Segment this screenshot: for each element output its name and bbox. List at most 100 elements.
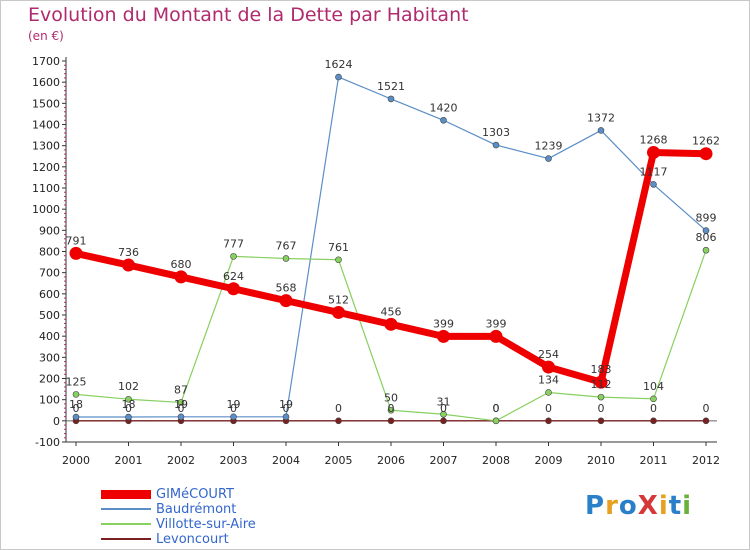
y-tick-label: 500 <box>39 309 60 322</box>
data-point <box>69 246 83 260</box>
data-label: 1521 <box>377 80 405 93</box>
logo-letter: r <box>605 491 619 521</box>
data-label: 112 <box>591 378 612 391</box>
logo-letter: t <box>668 491 683 521</box>
logo-letter: i <box>682 491 693 521</box>
data-label: 0 <box>388 402 395 415</box>
data-label: 456 <box>381 305 402 318</box>
data-label: 134 <box>538 373 559 386</box>
data-point <box>702 227 710 234</box>
data-label: 791 <box>66 234 87 247</box>
legend-swatch <box>101 538 151 540</box>
data-point <box>384 317 398 331</box>
data-point <box>492 141 500 149</box>
data-point <box>702 417 710 425</box>
y-tick-label: -100 <box>35 436 60 449</box>
data-label: 19 <box>227 398 241 411</box>
y-tick-label: 1600 <box>32 76 60 89</box>
logo-letter: i <box>658 491 669 521</box>
data-label: 0 <box>598 402 605 415</box>
data-label: 806 <box>696 231 717 244</box>
data-point <box>282 413 290 421</box>
legend-label: Baudrémont <box>156 502 237 517</box>
y-tick-label: 1400 <box>32 119 60 132</box>
x-tick-label: 2003 <box>220 454 248 467</box>
data-label: 736 <box>118 246 139 259</box>
logo-letter: X <box>637 491 659 521</box>
data-label: 1303 <box>482 126 510 139</box>
data-label: 0 <box>125 402 132 415</box>
data-point <box>177 413 185 421</box>
data-point <box>545 155 552 162</box>
y-tick-label: 1200 <box>32 161 60 174</box>
y-tick-label: 100 <box>39 394 60 407</box>
data-point <box>440 410 447 418</box>
x-tick-label: 2002 <box>167 454 195 467</box>
data-label: 0 <box>650 402 657 415</box>
data-point <box>335 73 342 81</box>
data-point <box>492 417 500 425</box>
data-label: 31 <box>437 395 451 408</box>
data-label: 183 <box>591 363 612 376</box>
legend-label: GIMéCOURT <box>156 487 234 502</box>
data-label: 0 <box>73 402 80 415</box>
data-point <box>650 395 657 403</box>
legend-item: GIMéCOURT <box>101 487 301 502</box>
data-point <box>335 256 342 264</box>
data-point <box>125 395 132 403</box>
data-label: 0 <box>493 402 500 415</box>
data-point <box>230 253 237 260</box>
data-label: 0 <box>545 402 552 415</box>
data-point <box>335 417 342 425</box>
data-point <box>72 413 80 421</box>
y-tick-label: 1000 <box>32 203 60 216</box>
data-label: 512 <box>328 293 349 306</box>
y-tick-label: 900 <box>39 224 60 237</box>
data-label: 899 <box>696 212 717 225</box>
data-point <box>597 393 605 401</box>
y-tick-label: 400 <box>39 330 60 343</box>
data-label: 1268 <box>640 133 668 146</box>
data-point <box>597 127 605 134</box>
legend-label: Levoncourt <box>156 532 229 547</box>
x-tick-label: 2004 <box>272 454 300 467</box>
data-label: 18 <box>69 398 83 411</box>
x-tick-label: 2008 <box>482 454 510 467</box>
x-tick-label: 2001 <box>115 454 143 467</box>
data-point <box>332 305 345 319</box>
legend-item: Levoncourt <box>101 532 301 547</box>
data-label: 1262 <box>692 135 720 148</box>
proxiti-logo: ProXiti <box>585 491 692 521</box>
data-point <box>125 413 132 421</box>
series-line-1 <box>76 76 707 418</box>
data-label: 1239 <box>535 140 563 153</box>
legend-swatch <box>101 523 151 525</box>
data-point <box>647 145 660 159</box>
data-label: 1420 <box>430 101 458 114</box>
logo-letter: o <box>618 491 638 521</box>
data-label: 0 <box>493 402 500 415</box>
y-tick-label: 1100 <box>32 182 60 195</box>
y-tick-label: 1500 <box>32 97 60 110</box>
legend-swatch <box>101 489 151 499</box>
x-tick-label: 2011 <box>640 454 668 467</box>
data-point <box>542 360 555 374</box>
data-point <box>545 417 552 425</box>
data-label: 767 <box>276 239 297 252</box>
data-label: 18 <box>122 398 136 411</box>
data-point <box>545 389 552 396</box>
data-point <box>122 258 135 272</box>
data-point <box>387 95 395 103</box>
data-label: 0 <box>178 402 185 415</box>
data-point <box>650 417 657 425</box>
data-label: 568 <box>276 282 297 295</box>
data-label: 761 <box>328 241 349 254</box>
data-point <box>489 329 503 343</box>
legend-label: Villotte-sur-Aire <box>156 517 256 532</box>
x-tick-label: 2005 <box>325 454 353 467</box>
data-point <box>650 181 657 188</box>
data-point <box>387 417 395 425</box>
data-point <box>387 406 395 414</box>
